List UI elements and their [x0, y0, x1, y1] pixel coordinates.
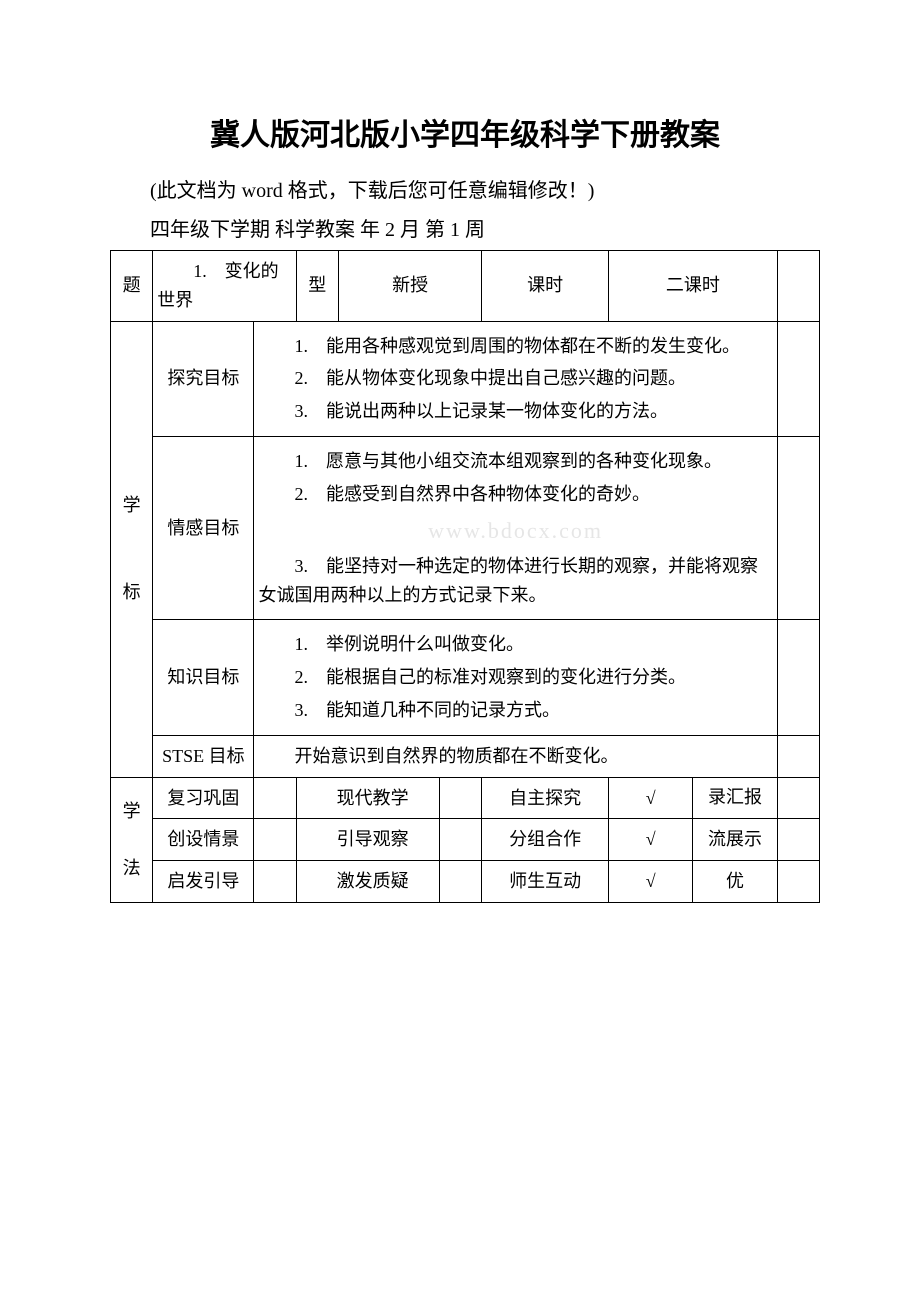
empty-cell — [777, 735, 819, 777]
period-value: 二课时 — [608, 251, 777, 322]
table-row: 情感目标 1. 愿意与其他小组交流本组观察到的各种变化现象。 2. 能感受到自然… — [111, 436, 820, 619]
method-cell: 启发引导 — [153, 861, 254, 903]
table-row: 创设情景 引导观察 分组合作 √ 流展示 — [111, 819, 820, 861]
knowledge-label: 知识目标 — [153, 620, 254, 735]
type-value: 新授 — [338, 251, 481, 322]
empty-cell — [777, 620, 819, 735]
table-row: 知识目标 1. 举例说明什么叫做变化。 2. 能根据自己的标准对观察到的变化进行… — [111, 620, 820, 735]
empty-cell — [777, 861, 819, 903]
document-page: 冀人版河北版小学四年级科学下册教案 (此文档为 word 格式，下载后您可任意编… — [0, 0, 920, 943]
objectives-group-label: 学 标 — [111, 321, 153, 777]
method-cell: 优 — [693, 861, 777, 903]
method-cell: 师生互动 — [482, 861, 609, 903]
list-item: 3. 能坚持对一种选定的物体进行长期的观察，并能将观察女诚国用两种以上的方式记录… — [258, 552, 772, 610]
checkmark-cell: √ — [608, 861, 692, 903]
table-row: 题 1. 变化的世界 型 新授 课时 二课时 — [111, 251, 820, 322]
empty-cell — [777, 321, 819, 436]
topic-label: 题 — [111, 251, 153, 322]
label-text: 学 — [115, 491, 148, 520]
emotion-label: 情感目标 — [153, 436, 254, 619]
list-item: 2. 能根据自己的标准对观察到的变化进行分类。 — [258, 663, 772, 692]
method-cell — [440, 777, 482, 819]
period-label: 课时 — [482, 251, 609, 322]
empty-cell — [777, 819, 819, 861]
list-item: 1. 能用各种感观觉到周围的物体都在不断的发生变化。 — [258, 332, 772, 361]
lesson-plan-table: 题 1. 变化的世界 型 新授 课时 二课时 学 标 探究目标 1. 能用各种感… — [110, 250, 820, 903]
methods-group-label: 学 法 — [111, 777, 153, 902]
method-cell: 引导观察 — [296, 819, 439, 861]
emotion-items: 1. 愿意与其他小组交流本组观察到的各种变化现象。 2. 能感受到自然界中各种物… — [254, 436, 777, 619]
list-item: 2. 能从物体变化现象中提出自己感兴趣的问题。 — [258, 364, 772, 393]
method-cell — [254, 861, 296, 903]
method-cell: 激发质疑 — [296, 861, 439, 903]
list-item: 2. 能感受到自然界中各种物体变化的奇妙。 — [258, 480, 772, 509]
label-text: 学 — [115, 797, 148, 826]
label-text: 法 — [115, 854, 148, 883]
page-title: 冀人版河北版小学四年级科学下册教案 — [110, 110, 820, 154]
table-row: 学 法 复习巩固 现代教学 自主探究 √ 录汇报 — [111, 777, 820, 819]
doc-subtitle: (此文档为 word 格式，下载后您可任意编辑修改！) — [110, 174, 820, 203]
method-cell: 创设情景 — [153, 819, 254, 861]
method-cell — [254, 777, 296, 819]
stse-text: 开始意识到自然界的物质都在不断变化。 — [254, 735, 777, 777]
method-cell: 复习巩固 — [153, 777, 254, 819]
list-item: 3. 能知道几种不同的记录方式。 — [258, 696, 772, 725]
checkmark-cell: √ — [608, 819, 692, 861]
method-cell: 现代教学 — [296, 777, 439, 819]
stse-label: STSE 目标 — [153, 735, 254, 777]
watermark-text: www.bdocx.com — [258, 513, 772, 548]
explore-label: 探究目标 — [153, 321, 254, 436]
empty-cell — [777, 251, 819, 322]
empty-cell — [777, 436, 819, 619]
list-item: 1. 愿意与其他小组交流本组观察到的各种变化现象。 — [258, 447, 772, 476]
table-row: 学 标 探究目标 1. 能用各种感观觉到周围的物体都在不断的发生变化。 2. 能… — [111, 321, 820, 436]
empty-cell — [777, 777, 819, 819]
table-row: 启发引导 激发质疑 师生互动 √ 优 — [111, 861, 820, 903]
table-row: STSE 目标 开始意识到自然界的物质都在不断变化。 — [111, 735, 820, 777]
checkmark-cell: √ — [608, 777, 692, 819]
label-text: 标 — [115, 578, 148, 607]
method-cell — [254, 819, 296, 861]
knowledge-items: 1. 举例说明什么叫做变化。 2. 能根据自己的标准对观察到的变化进行分类。 3… — [254, 620, 777, 735]
list-item: 1. 举例说明什么叫做变化。 — [258, 630, 772, 659]
method-cell: 流展示 — [693, 819, 777, 861]
method-cell: 录汇报 — [693, 777, 777, 819]
explore-items: 1. 能用各种感观觉到周围的物体都在不断的发生变化。 2. 能从物体变化现象中提… — [254, 321, 777, 436]
doc-meta: 四年级下学期 科学教案 年 2 月 第 1 周 — [110, 213, 820, 242]
type-label: 型 — [296, 251, 338, 322]
method-cell: 自主探究 — [482, 777, 609, 819]
method-cell — [440, 861, 482, 903]
topic-value: 1. 变化的世界 — [153, 251, 296, 322]
method-cell — [440, 819, 482, 861]
method-cell: 分组合作 — [482, 819, 609, 861]
list-item: 3. 能说出两种以上记录某一物体变化的方法。 — [258, 397, 772, 426]
